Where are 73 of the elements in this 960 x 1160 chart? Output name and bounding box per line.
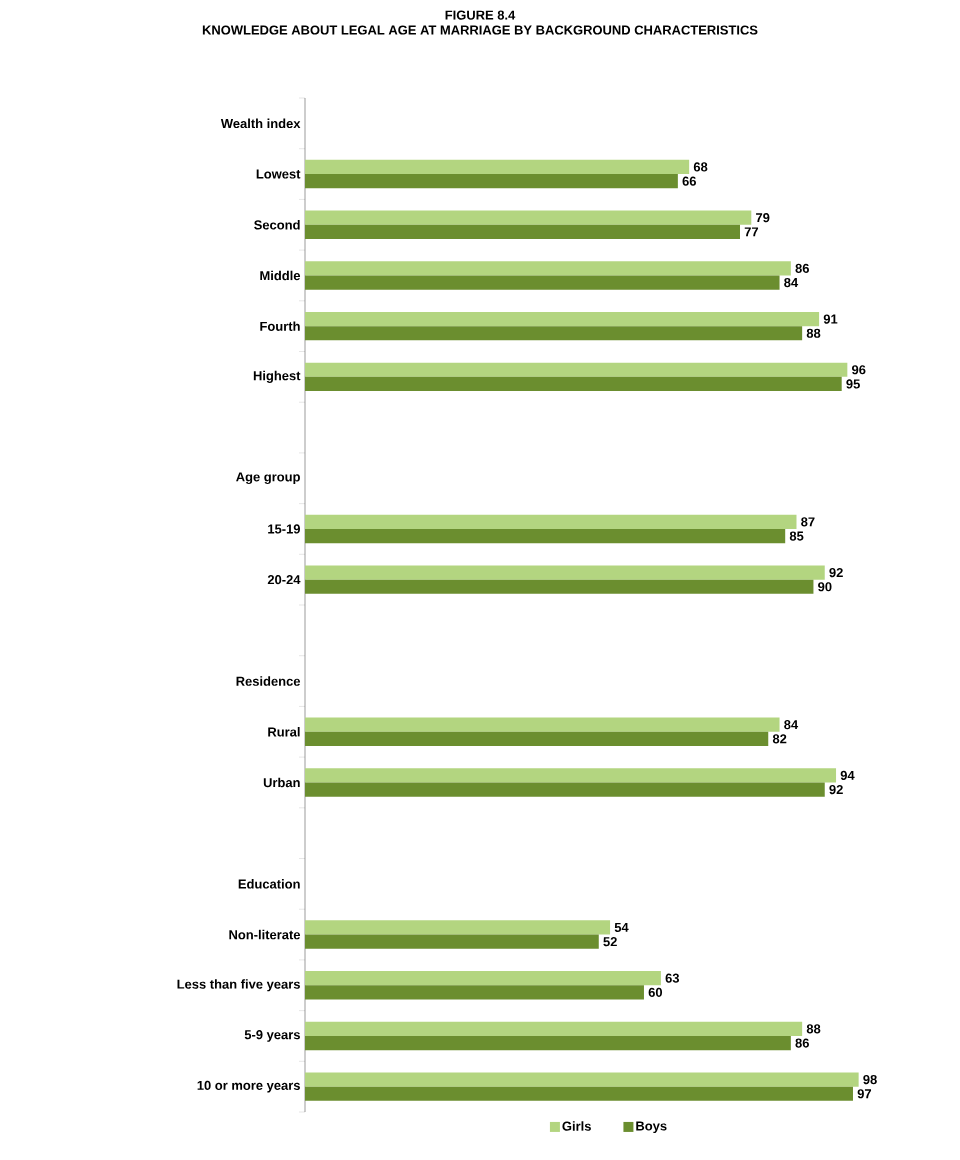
bar [305, 528, 786, 544]
y-tick-label: Fourth [260, 321, 300, 331]
y-tick-label: Non-literate [229, 929, 301, 940]
bar [305, 261, 791, 276]
bar [305, 1072, 859, 1087]
bar [305, 210, 752, 225]
y-tick-label: 20-24 [267, 575, 301, 585]
y-tick-label: 10 or more years [197, 1080, 300, 1093]
y-tick-label: 15-19 [268, 524, 300, 534]
data-label: 84 [784, 720, 799, 730]
data-label: 98 [863, 1074, 877, 1085]
bar [305, 224, 740, 239]
bar [305, 1021, 803, 1036]
data-label: 54 [614, 922, 629, 932]
bar [305, 971, 661, 986]
bar [305, 1086, 853, 1101]
bar [305, 275, 780, 290]
legend-label: Girls [562, 1121, 591, 1131]
bar [305, 920, 611, 935]
data-label: 90 [818, 582, 832, 592]
data-label: 97 [857, 1089, 872, 1099]
data-label: 60 [648, 987, 663, 997]
bar [305, 326, 803, 341]
data-label: 79 [756, 213, 770, 223]
y-tick-label: Highest [253, 370, 301, 383]
data-label: 92 [829, 784, 843, 795]
data-label: 85 [789, 531, 804, 541]
bar [305, 782, 825, 797]
bar [305, 514, 797, 529]
y-tick-label: Less than five years [177, 979, 300, 992]
y-tick-label: Residence [236, 676, 301, 686]
bar [305, 376, 842, 392]
bar [305, 934, 599, 949]
bar [305, 768, 837, 783]
bar [305, 1035, 791, 1051]
y-tick-label: 5-9 years [244, 1030, 300, 1042]
y-tick-label: Education [238, 879, 300, 889]
data-label: 94 [840, 770, 855, 780]
data-label: 84 [784, 277, 799, 288]
data-label: 95 [846, 379, 860, 389]
bar [305, 985, 644, 1000]
data-label: 68 [693, 162, 708, 172]
data-label: 52 [603, 937, 617, 947]
data-label: 66 [682, 176, 696, 186]
bar [305, 565, 825, 580]
data-label: 86 [795, 263, 809, 273]
data-label: 77 [744, 227, 759, 237]
data-label: 82 [772, 734, 787, 744]
data-label: 92 [829, 567, 843, 578]
chart-title: FIGURE 8.4 [445, 10, 516, 20]
legend-label: Boys [636, 1121, 667, 1134]
y-tick-label: Urban [263, 777, 300, 788]
bar [305, 159, 690, 175]
data-label: 63 [665, 973, 680, 983]
data-label: 88 [806, 1024, 821, 1034]
data-label: 86 [795, 1038, 809, 1048]
data-label: 91 [823, 314, 838, 324]
y-tick-label: Age group [236, 472, 300, 485]
data-label: 87 [801, 517, 815, 527]
bar [305, 362, 848, 377]
y-tick-label: Wealth index [220, 118, 301, 129]
chart-subtitle: KNOWLEDGE ABOUT LEGAL AGE AT MARRIAGE BY BACKGROUND CHARACTERISTICS [202, 25, 758, 35]
y-tick-label: Middle [260, 270, 301, 281]
bar [305, 731, 769, 746]
y-tick-label: Lowest [256, 169, 301, 179]
bar [305, 579, 814, 594]
bar [305, 311, 820, 327]
data-label: 96 [851, 365, 866, 375]
data-label: 88 [806, 328, 821, 338]
bar [305, 174, 678, 189]
bar [305, 717, 780, 732]
y-tick-label: Second [254, 220, 300, 230]
y-tick-label: Rural [268, 727, 300, 737]
